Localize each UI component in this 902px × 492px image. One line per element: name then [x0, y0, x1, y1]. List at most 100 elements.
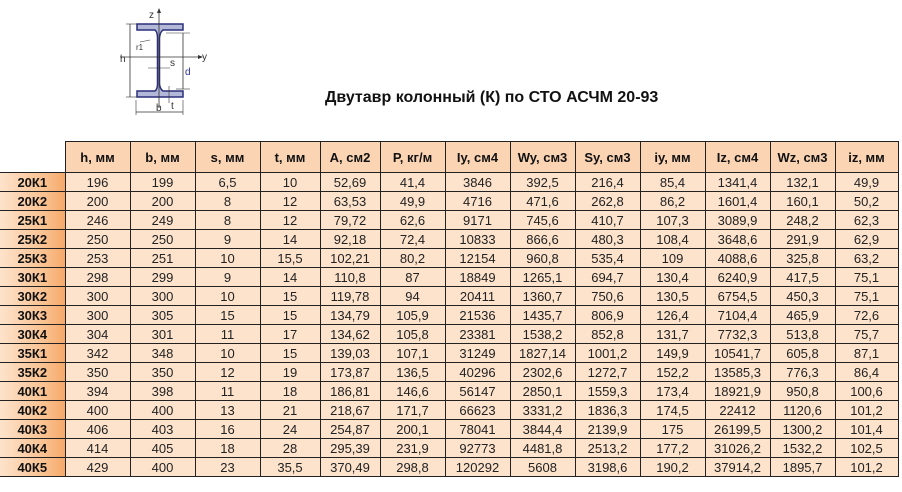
- value-cell: 23: [194, 457, 261, 477]
- value-cell: 406: [64, 419, 131, 439]
- value-cell: 28: [259, 438, 321, 458]
- value-cell: 20411: [444, 286, 511, 306]
- value-cell: 291,9: [769, 229, 836, 249]
- value-cell: 4088,6: [704, 248, 771, 268]
- value-cell: 1836,3: [574, 400, 641, 420]
- value-cell: 417,5: [769, 267, 836, 287]
- value-cell: 35,5: [259, 457, 321, 477]
- column-header: iz, мм: [834, 141, 899, 173]
- value-cell: 305: [129, 305, 196, 325]
- value-cell: 465,9: [769, 305, 836, 325]
- value-cell: 535,4: [574, 248, 641, 268]
- value-cell: 107,3: [639, 210, 706, 230]
- value-cell: 12: [259, 210, 321, 230]
- value-cell: 513,8: [769, 324, 836, 344]
- value-cell: 429: [64, 457, 131, 477]
- value-cell: 254,87: [319, 419, 381, 439]
- value-cell: 136,5: [379, 362, 446, 382]
- value-cell: 12154: [444, 248, 511, 268]
- table-row: 25К2 250 250 9 14 92,18 72,4 10833 866,6 480,3 108…: [0, 229, 899, 249]
- value-cell: 350: [64, 362, 131, 382]
- value-cell: 62,9: [834, 229, 899, 249]
- profile-name-cell: 25К3: [0, 248, 66, 268]
- value-cell: 300: [64, 286, 131, 306]
- profile-name-cell: 30К2: [0, 286, 66, 306]
- value-cell: 102,5: [834, 438, 899, 458]
- value-cell: 110,8: [319, 267, 381, 287]
- value-cell: 11: [194, 324, 261, 344]
- value-cell: 63,53: [319, 191, 381, 211]
- value-cell: 6,5: [194, 172, 261, 192]
- value-cell: 2139,9: [574, 419, 641, 439]
- value-cell: 298: [64, 267, 131, 287]
- table-row: 20К1 196 199 6,5 10 52,69 41,4 3846 392,5 216,4 85…: [0, 172, 899, 192]
- value-cell: 10: [259, 172, 321, 192]
- value-cell: 1300,2: [769, 419, 836, 439]
- value-cell: 196: [64, 172, 131, 192]
- profile-name-cell: 35К2: [0, 362, 66, 382]
- value-cell: 86,4: [834, 362, 899, 382]
- value-cell: 7104,4: [704, 305, 771, 325]
- value-cell: 21: [259, 400, 321, 420]
- value-cell: 745,6: [509, 210, 576, 230]
- table-row: 30К3 300 305 15 15 134,79 105,9 21536 1435,7 806,…: [0, 305, 899, 325]
- value-cell: 200: [64, 191, 131, 211]
- value-cell: 175: [639, 419, 706, 439]
- value-cell: 10541,7: [704, 343, 771, 363]
- value-cell: 26199,5: [704, 419, 771, 439]
- value-cell: 342: [64, 343, 131, 363]
- value-cell: 177,2: [639, 438, 706, 458]
- value-cell: 131,7: [639, 324, 706, 344]
- value-cell: 130,4: [639, 267, 706, 287]
- value-cell: 350: [129, 362, 196, 382]
- value-cell: 120292: [444, 457, 511, 477]
- value-cell: 87,1: [834, 343, 899, 363]
- value-cell: 6754,5: [704, 286, 771, 306]
- value-cell: 17: [259, 324, 321, 344]
- value-cell: 348: [129, 343, 196, 363]
- column-header: t, мм: [259, 141, 321, 173]
- value-cell: 15: [259, 305, 321, 325]
- value-cell: 1360,7: [509, 286, 576, 306]
- value-cell: 105,8: [379, 324, 446, 344]
- value-cell: 253: [64, 248, 131, 268]
- value-cell: 414: [64, 438, 131, 458]
- value-cell: 108,4: [639, 229, 706, 249]
- value-cell: 471,6: [509, 191, 576, 211]
- table-row: 40К2 400 400 13 21 218,67 171,7 66623 3331,2 1836…: [0, 400, 899, 420]
- value-cell: 304: [64, 324, 131, 344]
- beam-properties-table: h, мм b, мм s, мм t, мм A, см2 P, кг/м Iy, см4…: [0, 141, 899, 477]
- corner-cell: [0, 141, 65, 173]
- value-cell: 301: [129, 324, 196, 344]
- value-cell: 100,6: [834, 381, 899, 401]
- value-cell: 10: [194, 248, 261, 268]
- value-cell: 149,9: [639, 343, 706, 363]
- value-cell: 11: [194, 381, 261, 401]
- value-cell: 1827,14: [509, 343, 576, 363]
- table-row: 40К4 414 405 18 28 295,39 231,9 92773 4481,8 2513…: [0, 438, 899, 458]
- value-cell: 92773: [444, 438, 511, 458]
- value-cell: 15: [194, 305, 261, 325]
- value-cell: 249: [129, 210, 196, 230]
- value-cell: 1895,7: [769, 457, 836, 477]
- value-cell: 160,1: [769, 191, 836, 211]
- label-b: b: [156, 103, 162, 114]
- profile-name-cell: 40К2: [0, 400, 66, 420]
- value-cell: 405: [129, 438, 196, 458]
- value-cell: 18: [194, 438, 261, 458]
- label-d: d: [185, 67, 191, 78]
- value-cell: 262,8: [574, 191, 641, 211]
- value-cell: 8: [194, 210, 261, 230]
- value-cell: 450,3: [769, 286, 836, 306]
- value-cell: 14: [259, 229, 321, 249]
- value-cell: 186,81: [319, 381, 381, 401]
- column-header: b, мм: [129, 141, 196, 173]
- value-cell: 325,8: [769, 248, 836, 268]
- value-cell: 398: [129, 381, 196, 401]
- value-cell: 126,4: [639, 305, 706, 325]
- table-row: 30К4 304 301 11 17 134,62 105,8 23381 1538,2 852,…: [0, 324, 899, 344]
- value-cell: 41,4: [379, 172, 446, 192]
- value-cell: 250: [64, 229, 131, 249]
- column-header: A, см2: [319, 141, 381, 173]
- label-h: h: [120, 54, 126, 65]
